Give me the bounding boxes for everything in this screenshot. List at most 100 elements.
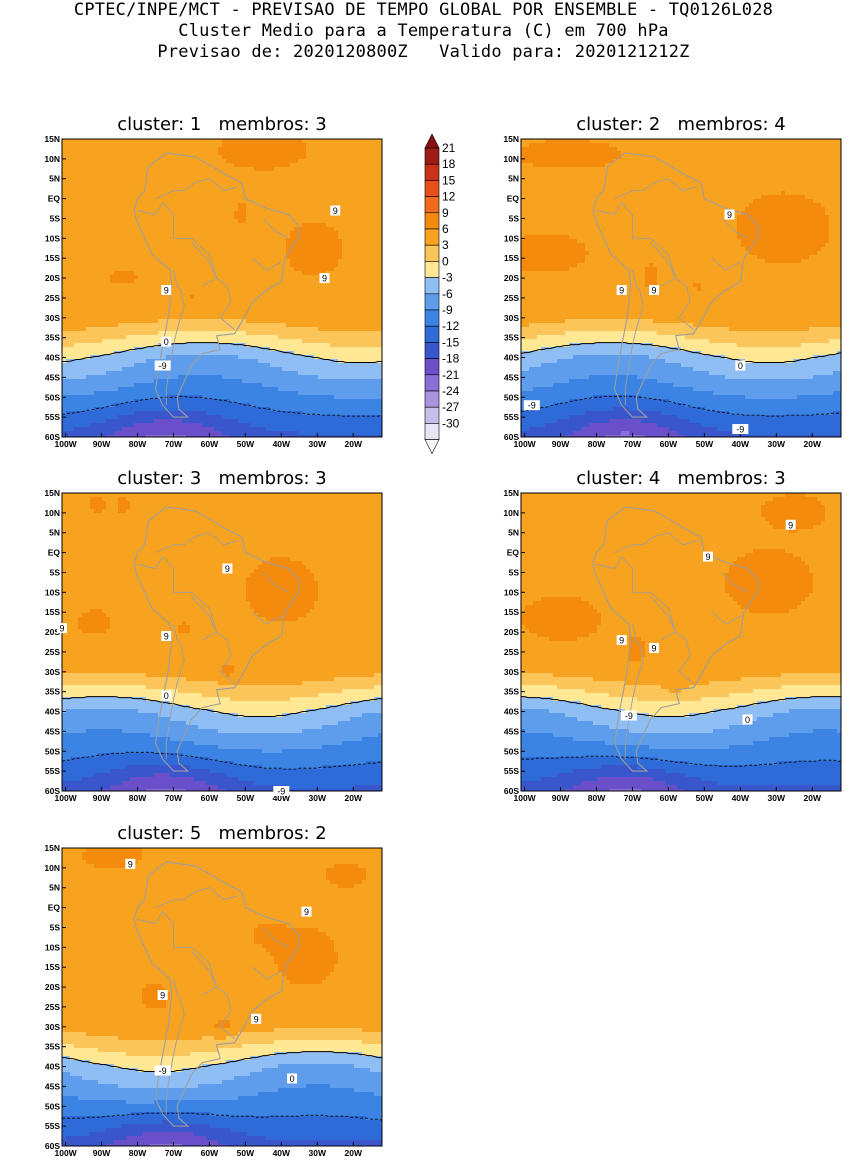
field-cell	[146, 207, 151, 212]
field-cell	[126, 387, 131, 392]
field-cell	[262, 275, 267, 280]
field-cell	[342, 299, 347, 304]
field-cell	[138, 259, 143, 264]
field-cell	[90, 163, 95, 168]
field-cell	[250, 203, 255, 208]
field-cell	[310, 335, 315, 340]
field-cell	[334, 303, 339, 308]
field-cell	[362, 147, 367, 152]
field-cell	[366, 187, 371, 192]
field-cell	[370, 359, 375, 364]
field-cell	[78, 303, 83, 308]
field-cell	[214, 195, 219, 200]
field-cell	[254, 379, 259, 384]
field-cell	[154, 235, 159, 240]
field-cell	[126, 327, 131, 332]
field-cell	[146, 291, 151, 296]
field-cell	[190, 179, 195, 184]
field-cell	[378, 315, 382, 320]
field-cell	[158, 159, 163, 164]
field-cell	[334, 295, 339, 300]
field-cell	[74, 235, 79, 240]
field-cell	[106, 207, 111, 212]
field-cell	[342, 159, 347, 164]
field-cell	[222, 307, 227, 312]
field-cell	[358, 331, 363, 336]
field-cell	[194, 327, 199, 332]
field-cell	[374, 339, 379, 344]
field-cell	[354, 255, 359, 260]
field-cell	[110, 239, 115, 244]
field-cell	[194, 251, 199, 256]
field-cell	[378, 275, 382, 280]
field-cell	[90, 255, 95, 260]
field-cell	[258, 167, 263, 172]
field-cell	[106, 367, 111, 372]
field-cell	[150, 311, 155, 316]
field-cell	[174, 263, 179, 268]
field-cell	[314, 323, 319, 328]
field-cell	[314, 379, 319, 384]
field-cell	[322, 147, 327, 152]
field-cell	[150, 235, 155, 240]
field-cell	[234, 187, 239, 192]
field-cell	[330, 247, 335, 252]
field-cell	[250, 319, 255, 324]
field-cell	[310, 151, 315, 156]
field-cell	[158, 211, 163, 216]
field-cell	[374, 231, 379, 236]
field-cell	[270, 351, 275, 356]
field-cell	[126, 375, 131, 380]
field-cell	[158, 319, 163, 324]
field-cell	[246, 171, 251, 176]
field-cell	[350, 331, 355, 336]
field-cell	[374, 347, 379, 352]
field-cell	[194, 151, 199, 156]
field-cell	[242, 143, 247, 148]
field-cell	[62, 243, 67, 248]
field-cell	[70, 319, 75, 324]
field-cell	[158, 299, 163, 304]
field-cell	[126, 299, 131, 304]
field-cell	[162, 239, 167, 244]
field-cell	[314, 195, 319, 200]
field-cell	[78, 331, 83, 336]
field-cell	[346, 259, 351, 264]
field-cell	[146, 151, 151, 156]
field-cell	[218, 383, 223, 388]
field-cell	[134, 383, 139, 388]
field-cell	[374, 167, 379, 172]
field-cell	[242, 167, 247, 172]
field-cell	[150, 291, 155, 296]
field-cell	[226, 147, 231, 152]
field-cell	[266, 367, 271, 372]
field-cell	[170, 179, 175, 184]
field-cell	[230, 179, 235, 184]
field-cell	[294, 367, 299, 372]
field-cell	[250, 207, 255, 212]
field-cell	[62, 139, 67, 144]
field-cell	[182, 183, 187, 188]
field-cell	[134, 363, 139, 368]
field-cell	[306, 287, 311, 292]
field-cell	[330, 183, 335, 188]
field-cell	[198, 299, 203, 304]
field-cell	[370, 203, 375, 208]
field-cell	[78, 387, 83, 392]
field-cell	[370, 163, 375, 168]
field-cell	[246, 291, 251, 296]
field-cell	[226, 307, 231, 312]
field-cell	[302, 183, 307, 188]
field-cell	[362, 211, 367, 216]
field-cell	[62, 291, 67, 296]
field-cell	[294, 291, 299, 296]
field-cell	[250, 187, 255, 192]
field-cell	[166, 231, 171, 236]
field-cell	[290, 335, 295, 340]
field-cell	[290, 323, 295, 328]
field-cell	[90, 287, 95, 292]
field-cell	[378, 195, 382, 200]
field-cell	[354, 239, 359, 244]
field-cell	[190, 351, 195, 356]
field-cell	[346, 323, 351, 328]
